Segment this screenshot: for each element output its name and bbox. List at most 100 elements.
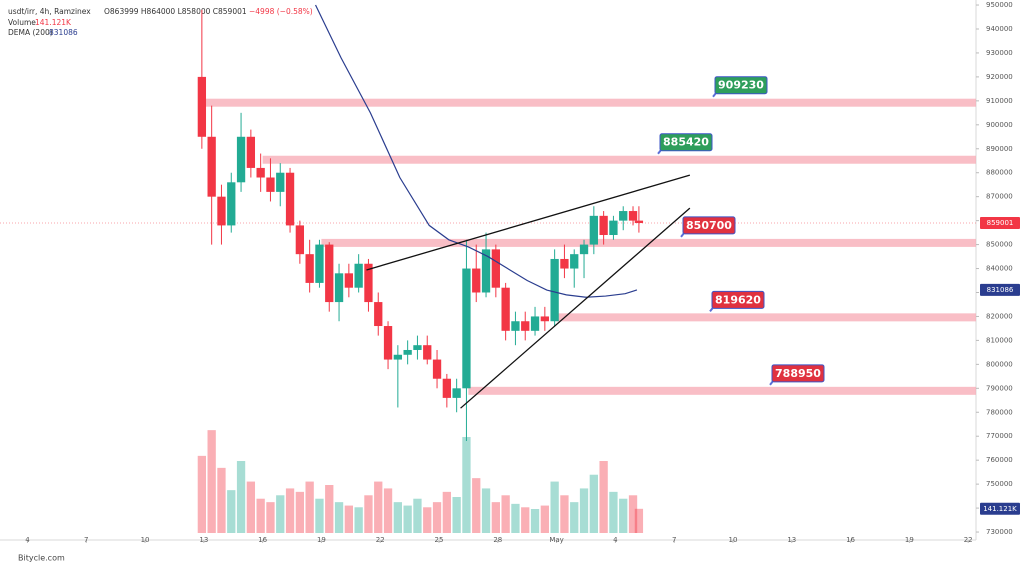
candle-body — [236, 136, 246, 183]
volume-bar — [530, 509, 540, 533]
volume-bar — [344, 505, 354, 533]
candle-body — [540, 316, 549, 322]
y-tick-label: 930000 — [986, 49, 1013, 57]
volume-bar — [619, 498, 628, 533]
x-tick-label: 4 — [613, 536, 618, 544]
volume-bar — [295, 491, 305, 533]
y-tick-label: 780000 — [986, 408, 1013, 416]
candle-body — [217, 196, 226, 226]
change: −4998 (−0.58%) — [249, 7, 313, 16]
candle-body — [589, 215, 598, 245]
x-tick-label: 28 — [493, 536, 502, 544]
y-tick-label: 730000 — [986, 528, 1013, 536]
volume-name: Volume — [8, 18, 36, 27]
volume-bar — [334, 502, 344, 533]
last-price-tag: 859001 — [987, 219, 1014, 227]
volume-bar — [354, 507, 363, 533]
volume-bar — [305, 481, 314, 533]
candle-body — [491, 249, 500, 288]
volume-bar — [364, 495, 373, 533]
y-tick-label: 800000 — [986, 360, 1013, 368]
candle-body — [227, 182, 236, 226]
trendline — [460, 207, 691, 409]
volume-bar — [462, 437, 471, 533]
y-tick-label: 880000 — [986, 169, 1013, 177]
level-zone — [262, 155, 976, 164]
candle-body — [207, 136, 216, 197]
volume-bar — [207, 430, 216, 533]
x-tick-label: 4 — [25, 536, 30, 544]
dema-value: 831086 — [49, 28, 78, 37]
x-tick-label: 7 — [672, 536, 676, 544]
candle-body — [599, 215, 608, 235]
volume-bar — [589, 474, 598, 533]
volume-bar — [393, 502, 402, 533]
volume-bar — [423, 507, 432, 533]
candle-body — [452, 388, 461, 398]
x-tick-label: 16 — [846, 536, 855, 544]
symbol: usdt/irr, 4h, Ramzinex — [8, 7, 91, 16]
volume-bar — [217, 467, 226, 533]
volume-bar — [256, 498, 265, 533]
y-tick-label: 890000 — [986, 145, 1013, 153]
candle-body — [344, 273, 354, 288]
level-label-box — [659, 133, 713, 152]
x-tick-label: 22 — [376, 536, 385, 544]
volume-bar — [452, 497, 461, 533]
watermark: Bitycle.com — [18, 554, 65, 563]
volume-bar — [315, 498, 324, 533]
volume-bar — [383, 488, 393, 533]
level-zone — [468, 386, 976, 395]
candle-body — [560, 258, 569, 269]
candle-body — [628, 211, 638, 221]
volume-bar — [266, 502, 275, 533]
volume-bar — [579, 488, 589, 533]
candle-body — [266, 177, 275, 192]
candle-body — [634, 220, 644, 224]
x-tick-label: 10 — [141, 536, 150, 544]
x-tick-label: 19 — [905, 536, 914, 544]
candle-body — [276, 172, 285, 192]
volume-bar — [511, 503, 520, 533]
level-zone — [203, 98, 976, 107]
candle-body — [197, 76, 207, 137]
y-tick-label: 940000 — [986, 25, 1013, 33]
y-tick-label: 790000 — [986, 384, 1013, 392]
volume-bar — [227, 490, 236, 533]
level-label-box — [714, 76, 768, 95]
candle-body — [609, 220, 618, 235]
x-tick-label: 16 — [258, 536, 267, 544]
volume-bar — [276, 495, 285, 533]
x-tick-label: 19 — [317, 536, 326, 544]
x-tick-label: 10 — [729, 536, 738, 544]
ohlc: O863999 H864000 L858000 C859001 — [104, 7, 247, 16]
volume-bar — [374, 481, 383, 533]
level-label: 850700 — [686, 219, 732, 232]
candle-body — [619, 211, 628, 221]
y-tick-label: 760000 — [986, 456, 1013, 464]
candle-body — [383, 326, 393, 360]
volume-bar — [472, 478, 481, 533]
volume-bar — [246, 481, 256, 533]
candle-body — [295, 225, 305, 255]
candle-body — [285, 172, 295, 226]
candle-body — [423, 345, 432, 360]
x-tick-label: 13 — [787, 536, 796, 544]
trendline — [366, 174, 691, 271]
candle-body — [315, 244, 324, 283]
candle-body — [501, 287, 510, 331]
x-tick-label: 25 — [435, 536, 444, 544]
volume-bar — [197, 455, 207, 533]
volume-bar — [634, 508, 644, 533]
y-tick-label: 850000 — [986, 241, 1013, 249]
volume-bar — [609, 491, 618, 533]
candle-body — [481, 249, 491, 293]
candle-body — [530, 316, 540, 331]
y-tick-label: 820000 — [986, 312, 1013, 320]
x-tick-label: 13 — [199, 536, 208, 544]
y-tick-label: 910000 — [986, 97, 1013, 105]
dema-tag-box — [980, 283, 1020, 296]
candle-body — [511, 321, 520, 331]
volume-bar — [236, 461, 246, 533]
